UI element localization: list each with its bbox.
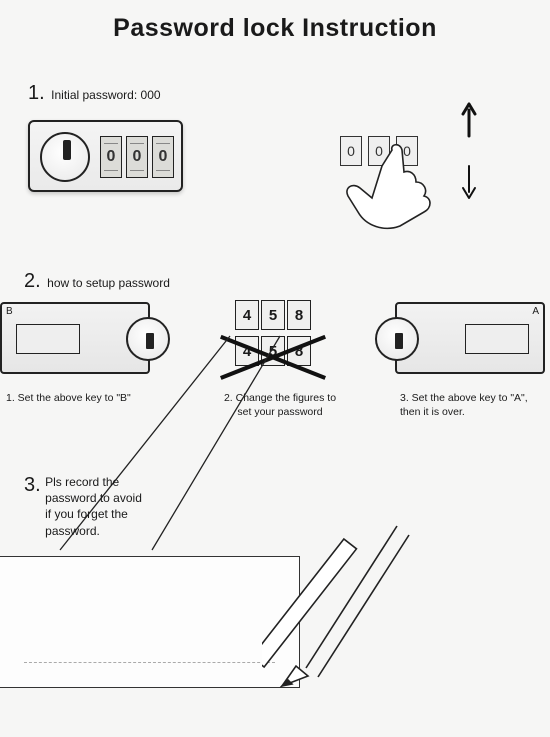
- cross-out-icon: [218, 334, 328, 381]
- lock-slot: [465, 324, 529, 354]
- pencil-icon: [262, 508, 452, 708]
- caption-2: 2. Change the figures to set your passwo…: [220, 392, 340, 419]
- digit-wheel: 0: [152, 136, 174, 178]
- digit-wheel: 0: [126, 136, 148, 178]
- combo-digit: 5: [261, 300, 285, 330]
- lock-side-right: A: [395, 302, 545, 374]
- lock-digits: 0 0 0: [100, 136, 174, 178]
- caption-3: 3. Set the above key to "A", then it is …: [400, 392, 540, 419]
- knob-icon: [40, 132, 90, 182]
- step1-header: 1. Initial password: 000: [28, 82, 161, 105]
- knob-icon: [375, 317, 419, 361]
- combo-illustration: 4 5 8 4 5 8: [218, 300, 328, 372]
- lock-slot: [16, 324, 80, 354]
- digit-wheel: 0: [100, 136, 122, 178]
- combo-digit: 8: [287, 300, 311, 330]
- step3-text: Pls record the password to avoid if you …: [45, 474, 145, 539]
- hand-icon: [330, 142, 460, 232]
- page-title: Password lock Instruction: [0, 0, 550, 43]
- step2-num: 2.: [24, 270, 41, 292]
- label-b: B: [6, 306, 13, 317]
- knob-icon: [126, 317, 170, 361]
- step2-text: how to setup password: [47, 276, 170, 290]
- combo-digit: 4: [235, 300, 259, 330]
- arrow-down-icon: [460, 164, 478, 200]
- step1-text: Initial password: 000: [51, 88, 160, 102]
- hand-illustration: 0 0 0: [300, 108, 520, 218]
- lock-side-left: B: [0, 302, 150, 374]
- step3-num: 3.: [24, 474, 41, 496]
- step1-num: 1.: [28, 82, 45, 104]
- step2-header: 2. how to setup password: [24, 270, 170, 293]
- caption-1: 1. Set the above key to "B": [6, 392, 156, 406]
- step3-header: 3. Pls record the password to avoid if y…: [24, 474, 145, 539]
- lock-front-illustration: 0 0 0: [28, 120, 183, 192]
- arrow-up-icon: [460, 102, 478, 138]
- write-line: [24, 662, 275, 663]
- record-box: [0, 556, 300, 688]
- label-a: A: [532, 306, 539, 317]
